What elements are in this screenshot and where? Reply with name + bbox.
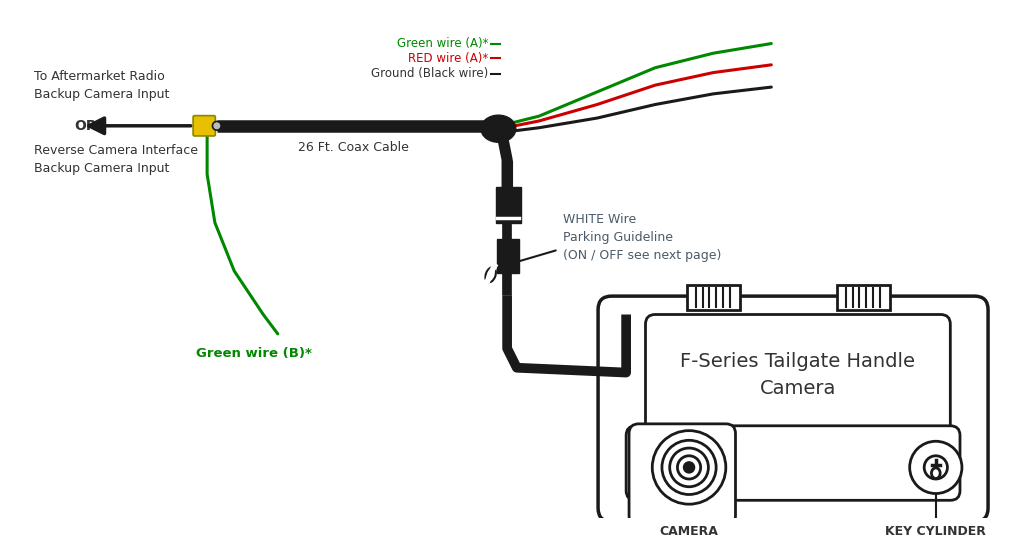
- FancyBboxPatch shape: [629, 424, 735, 525]
- Text: WHITE Wire
Parking Guideline
(ON / OFF see next page): WHITE Wire Parking Guideline (ON / OFF s…: [564, 212, 722, 262]
- Bar: [495, 187, 521, 223]
- Text: RED wire (A)*: RED wire (A)*: [408, 51, 489, 65]
- Circle shape: [685, 463, 693, 471]
- Text: OR: OR: [75, 119, 97, 133]
- Ellipse shape: [931, 468, 940, 478]
- Text: 26 Ft. Coax Cable: 26 Ft. Coax Cable: [298, 141, 408, 154]
- Ellipse shape: [485, 268, 496, 282]
- Ellipse shape: [481, 115, 516, 142]
- Circle shape: [212, 121, 222, 130]
- Circle shape: [924, 456, 947, 479]
- Bar: [837, 286, 890, 310]
- Text: CAMERA: CAMERA: [660, 525, 719, 535]
- Text: Green wire (A)*: Green wire (A)*: [397, 37, 489, 50]
- Text: F-Series Tailgate Handle
Camera: F-Series Tailgate Handle Camera: [680, 352, 916, 398]
- Bar: [497, 239, 519, 273]
- FancyBboxPatch shape: [645, 315, 951, 435]
- Text: To Aftermarket Radio
Backup Camera Input: To Aftermarket Radio Backup Camera Input: [34, 70, 169, 101]
- FancyBboxPatch shape: [626, 426, 960, 500]
- Text: KEY CYLINDER: KEY CYLINDER: [885, 525, 986, 535]
- Text: Green wire (B)*: Green wire (B)*: [196, 347, 311, 360]
- FancyBboxPatch shape: [598, 296, 988, 522]
- Bar: [687, 286, 740, 310]
- FancyBboxPatch shape: [193, 116, 215, 136]
- Circle shape: [910, 441, 962, 493]
- Text: Reverse Camera Interface
Backup Camera Input: Reverse Camera Interface Backup Camera I…: [34, 144, 198, 175]
- Text: Ground (Black wire): Ground (Black wire): [372, 67, 489, 80]
